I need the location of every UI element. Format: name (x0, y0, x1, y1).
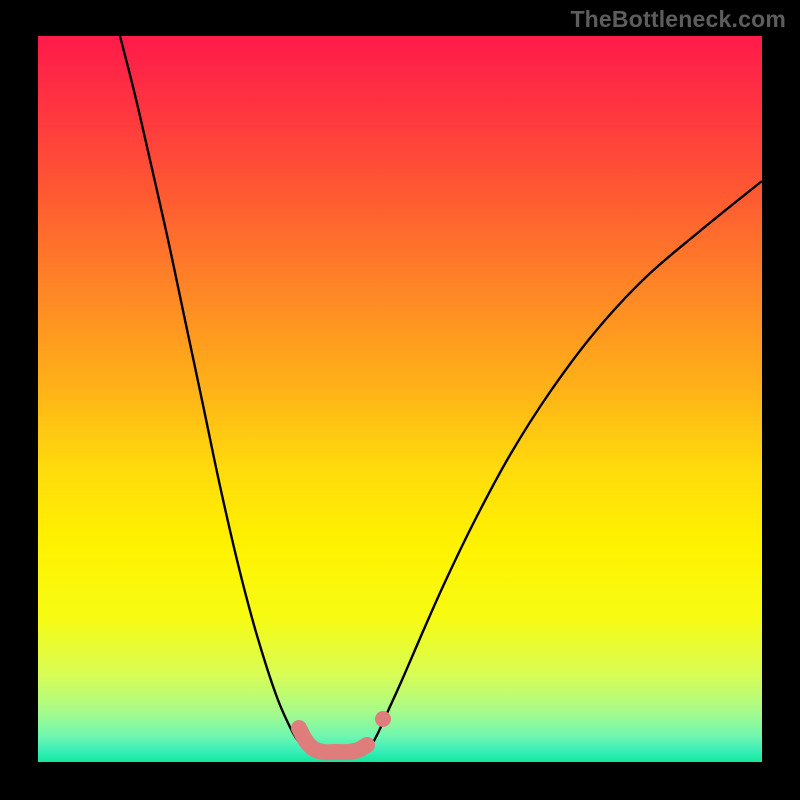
bottleneck-chart (0, 0, 800, 800)
watermark-text: TheBottleneck.com (570, 6, 786, 33)
marker-end-dot (375, 711, 391, 727)
